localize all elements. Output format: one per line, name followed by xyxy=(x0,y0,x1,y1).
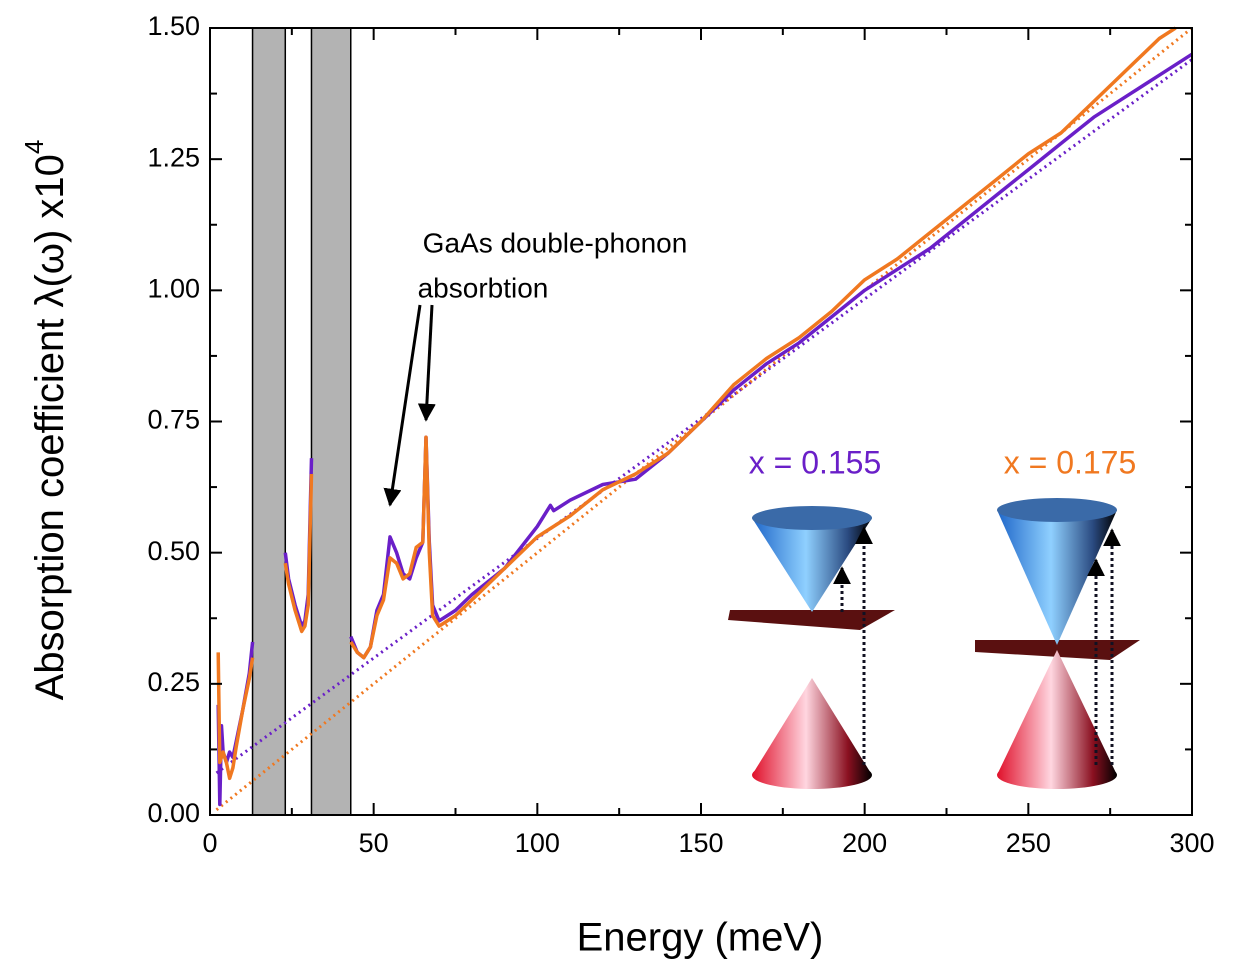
series-label: x = 0.175 xyxy=(1004,444,1137,480)
annotation-arrow xyxy=(417,304,436,422)
valence-cone xyxy=(997,650,1117,775)
y-tick-label: 0.75 xyxy=(147,405,200,435)
y-tick-label: 0.00 xyxy=(147,798,200,828)
conduction-cone xyxy=(752,518,872,612)
x-tick-label: 150 xyxy=(678,828,723,858)
valence-cone xyxy=(752,678,872,775)
x-tick-label: 300 xyxy=(1169,828,1214,858)
annotation-arrow xyxy=(383,304,422,507)
excluded-band xyxy=(310,27,352,816)
fermi-plane xyxy=(975,640,1140,660)
x-axis-title: Energy (meV) xyxy=(577,916,824,960)
inset-left xyxy=(728,506,895,789)
series-label: x = 0.155 xyxy=(749,444,882,480)
annotation-line: absorbtion xyxy=(418,272,549,303)
excluded-band xyxy=(251,27,287,816)
x-tick-label: 0 xyxy=(202,828,217,858)
y-tick-label: 1.00 xyxy=(147,273,200,303)
y-tick-label: 1.25 xyxy=(147,142,200,172)
x-tick-label: 100 xyxy=(515,828,560,858)
y-axis-title: Absorption coefficient λ(ω) x104 xyxy=(19,140,72,701)
conduction-cone xyxy=(997,510,1117,645)
plot-area xyxy=(215,26,1193,816)
y-axis-title-exponent: 4 xyxy=(19,140,49,154)
cone-top xyxy=(752,506,872,530)
cone-base xyxy=(752,761,872,789)
x-tick-label: 50 xyxy=(359,828,389,858)
inset-right xyxy=(975,498,1140,789)
y-axis-title-main: Absorption coefficient λ(ω) x10 xyxy=(28,154,72,700)
data-line xyxy=(216,26,1177,781)
x-tick-label: 200 xyxy=(842,828,887,858)
x-tick-label: 250 xyxy=(1006,828,1051,858)
y-tick-label: 0.25 xyxy=(147,667,200,697)
y-tick-label: 0.50 xyxy=(147,536,200,566)
fermi-plane xyxy=(728,610,895,630)
annotation-line: GaAs double-phonon xyxy=(423,227,688,258)
cone-top xyxy=(997,498,1117,522)
y-tick-label: 1.50 xyxy=(147,11,200,41)
cone-base xyxy=(997,761,1117,789)
